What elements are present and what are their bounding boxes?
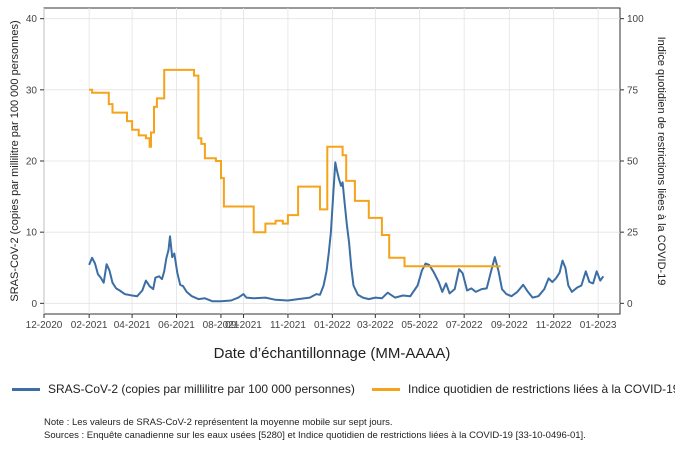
x-tick-label: 01-2023 [580,320,617,331]
x-tick-label: 08-2021 [203,320,240,331]
sources-text: Sources : Enquête canadienne sur les eau… [44,430,586,441]
legend-swatch-orange [372,387,400,391]
legend-item-restriction-index: Indice quotidien de restrictions liées à… [372,382,675,396]
y-left-tick-label: 30 [26,85,38,96]
chart-notes: Note : Les valeurs de SRAS-CoV-2 représe… [44,416,586,442]
gridlines [43,8,620,314]
x-tick-label: 01-2022 [314,320,351,331]
legend-swatch-blue [12,387,40,391]
y-axis-right-title: Indice quotidien de restrictions liées à… [655,37,667,286]
x-tick-label: 11-2021 [270,320,306,331]
x-axis-title: Date d’échantillonnage (MM-AAAA) [214,345,451,362]
x-tick-label: 12-2020 [26,320,63,331]
x-tick-label: 04-2021 [114,320,151,331]
y-axis-left-title: SRAS-CoV-2 (copies par millilitre par 10… [9,20,21,301]
y-left-tick-label: 0 [31,299,37,310]
x-tick-label: 09-2022 [491,320,528,331]
y-left-tick-label: 10 [26,228,38,239]
series-line-restriction-index [89,68,501,268]
y-left-tick-label: 20 [26,157,38,168]
y-right-tick-label: 75 [627,85,639,96]
x-tick-label: 06-2021 [158,320,195,331]
x-tick-label: 09-2021 [225,320,262,331]
legend-item-sars-cov-2: SRAS-CoV-2 (copies par millilitre par 10… [12,382,355,396]
y-right-tick-label: 50 [627,157,639,168]
y-right-tick-label: 25 [627,228,639,239]
legend-label: Indice quotidien de restrictions liées à… [408,382,675,396]
note-text: Note : Les valeurs de SRAS-CoV-2 représe… [44,417,393,428]
y-right-tick-label: 100 [627,14,644,25]
series-layer [88,68,605,303]
series-line-sars-cov-2 [88,161,605,303]
x-tick-label: 07-2022 [446,320,483,331]
y-right-tick-label: 0 [627,299,633,310]
line-chart: 12-2020 02-2021 04-2021 06-2021 08-202109-20… [9,7,667,362]
axes-layer: 12-2020 02-2021 04-2021 06-2021 08-202109-20… [26,14,644,331]
x-tick-label: 05-2022 [401,320,438,331]
x-tick-label: 02-2021 [71,320,108,331]
legend: SRAS-CoV-2 (copies par millilitre par 10… [12,382,675,402]
y-left-tick-label: 40 [26,14,38,25]
legend-label: SRAS-CoV-2 (copies par millilitre par 10… [48,382,355,396]
x-tick-label: 11-2022 [536,320,572,331]
x-tick-label: 03-2022 [357,320,394,331]
